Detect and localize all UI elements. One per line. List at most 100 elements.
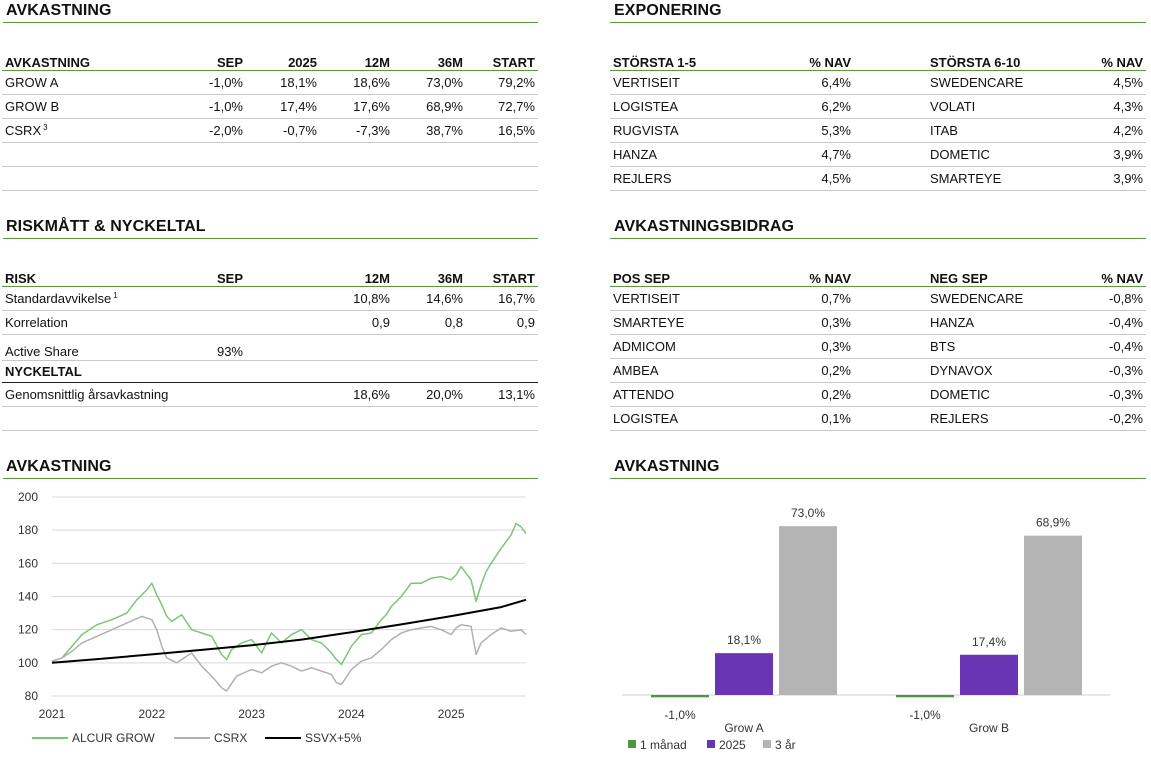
company-name: REJLERS bbox=[854, 406, 1024, 431]
cell-value: 93% bbox=[172, 334, 246, 361]
table-row: GROW A -1,0% 18,1% 18,6% 73,0% 79,2% bbox=[2, 70, 538, 95]
bar-data-label: 17,4% bbox=[972, 635, 1006, 649]
company-name: BTS bbox=[854, 334, 1024, 359]
contribution-header-nav: % NAV bbox=[770, 268, 854, 287]
cell-value bbox=[393, 334, 466, 361]
company-name: HANZA bbox=[854, 310, 1024, 335]
legend-label: 2025 bbox=[719, 738, 746, 752]
exposure-header-top10: STÖRSTA 6-10 bbox=[854, 52, 1024, 71]
legend-swatch bbox=[628, 740, 636, 748]
exposure-header-nav: % NAV bbox=[770, 52, 854, 71]
exposure-table: STÖRSTA 1-5 % NAV STÖRSTA 6-10 % NAV VER… bbox=[610, 52, 1146, 191]
nav-value: 5,3% bbox=[770, 118, 854, 143]
y-tick-label: 80 bbox=[25, 689, 39, 703]
cell-value: 73,0% bbox=[393, 70, 466, 95]
series-line-csrx bbox=[51, 615, 527, 692]
contribution-header-nav-2: % NAV bbox=[1024, 268, 1146, 287]
contribution-header-pos: POS SEP bbox=[610, 268, 770, 287]
nav-value: -0,4% bbox=[1024, 334, 1146, 359]
table-row: LOGISTEA 6,2% VOLATI 4,3% bbox=[610, 94, 1146, 119]
line-chart-title: AVKASTNING bbox=[6, 458, 112, 475]
cell-value: 20,0% bbox=[393, 382, 466, 407]
company-name: AMBEA bbox=[610, 358, 770, 383]
x-tick-label: 2021 bbox=[39, 707, 66, 721]
cell-value: 79,2% bbox=[466, 70, 538, 95]
y-tick-label: 180 bbox=[18, 523, 38, 537]
cell-value: 10,8% bbox=[246, 286, 393, 311]
cell-value: 18,6% bbox=[246, 382, 393, 407]
category-label: Grow B bbox=[969, 721, 1009, 735]
cell-value: 0,9 bbox=[466, 310, 538, 335]
contribution-table: POS SEP % NAV NEG SEP % NAV VERTISEIT 0,7… bbox=[610, 268, 1146, 431]
returns-header-12m: 12M bbox=[320, 52, 393, 71]
nav-value: 0,3% bbox=[770, 334, 854, 359]
table-row: RUGVISTA 5,3% ITAB 4,2% bbox=[610, 118, 1146, 143]
nav-value: 3,9% bbox=[1024, 142, 1146, 167]
bar-chart-title: AVKASTNING bbox=[614, 458, 720, 475]
risk-header-start: START bbox=[466, 268, 538, 287]
legend-label: ALCUR GROW bbox=[72, 731, 155, 745]
table-row: LOGISTEA 0,1% REJLERS -0,2% bbox=[610, 406, 1146, 431]
cell-value: 0,9 bbox=[246, 310, 393, 335]
cell-value: 18,6% bbox=[320, 70, 393, 95]
risk-table: RISK SEP 12M 36M START Standardavvikelse… bbox=[2, 268, 538, 431]
exposure-header-nav-2: % NAV bbox=[1024, 52, 1146, 71]
cell-value: 38,7% bbox=[393, 118, 466, 143]
table-row: VERTISEIT 6,4% SWEDENCARE 4,5% bbox=[610, 70, 1146, 95]
cell-value: 16,5% bbox=[466, 118, 538, 143]
cell-value bbox=[172, 310, 246, 335]
empty-row bbox=[2, 166, 538, 191]
cell-value: 13,1% bbox=[466, 382, 538, 407]
table-row: HANZA 4,7% DOMETIC 3,9% bbox=[610, 142, 1146, 167]
company-name: DYNAVOX bbox=[854, 358, 1024, 383]
bar-2025 bbox=[715, 653, 773, 695]
table-row: REJLERS 4,5% SMARTEYE 3,9% bbox=[610, 166, 1146, 191]
cell-value bbox=[172, 286, 246, 311]
key-figures-subheader: NYCKELTAL bbox=[2, 360, 538, 383]
bar-1-m-nad bbox=[651, 695, 709, 698]
line-chart-rule bbox=[3, 478, 538, 479]
nav-value: 0,2% bbox=[770, 382, 854, 407]
fund-name: GROW A bbox=[2, 70, 172, 95]
key-figures-subheader-label: NYCKELTAL bbox=[2, 360, 538, 383]
empty-row bbox=[2, 406, 538, 431]
fund-name-label: GROW A bbox=[5, 74, 59, 90]
cell-value: 18,1% bbox=[246, 70, 320, 95]
x-tick-label: 2023 bbox=[238, 707, 265, 721]
nav-value: 0,2% bbox=[770, 358, 854, 383]
series-line-ssvx-5- bbox=[51, 598, 527, 664]
nav-value: 4,5% bbox=[1024, 70, 1146, 95]
exposure-header-top5: STÖRSTA 1-5 bbox=[610, 52, 770, 71]
risk-section-title: RISKMÅTT & NYCKELTAL bbox=[6, 218, 206, 235]
table-row: Korrelation 0,9 0,8 0,9 bbox=[2, 310, 538, 335]
legend-label: SSVX+5% bbox=[305, 731, 362, 745]
bar-3-r bbox=[779, 526, 837, 695]
fund-name-label: CSRX bbox=[5, 122, 42, 138]
legend-swatch bbox=[707, 740, 715, 748]
cell-value: 0,8 bbox=[393, 310, 466, 335]
returns-table-header: AVKASTNING SEP 2025 12M 36M START bbox=[2, 52, 538, 71]
legend-label: 3 år bbox=[775, 738, 796, 752]
nav-value: -0,4% bbox=[1024, 310, 1146, 335]
returns-header-start: START bbox=[466, 52, 538, 71]
fund-name: CSRX 3 bbox=[2, 118, 172, 143]
company-name: HANZA bbox=[610, 142, 770, 167]
footnote-marker: 3 bbox=[43, 122, 48, 132]
cell-value: 72,7% bbox=[466, 94, 538, 119]
table-row: VERTISEIT 0,7% SWEDENCARE -0,8% bbox=[610, 286, 1146, 311]
footnote-marker: 1 bbox=[113, 290, 118, 300]
key-metric-name: Genomsnittlig årsavkastning bbox=[2, 382, 172, 407]
cell-value: -0,7% bbox=[246, 118, 320, 143]
series-line-alcur-grow bbox=[51, 522, 527, 666]
contribution-section-rule bbox=[610, 238, 1146, 239]
cell-value bbox=[466, 334, 538, 361]
cell-value: -2,0% bbox=[172, 118, 246, 143]
returns-header-2025: 2025 bbox=[246, 52, 320, 71]
contribution-table-header: POS SEP % NAV NEG SEP % NAV bbox=[610, 268, 1146, 287]
risk-metric-name: Active Share bbox=[2, 334, 172, 361]
x-tick-label: 2024 bbox=[338, 707, 365, 721]
company-name: DOMETIC bbox=[854, 382, 1024, 407]
nav-value: 6,4% bbox=[770, 70, 854, 95]
company-name: SWEDENCARE bbox=[854, 286, 1024, 311]
company-name: RUGVISTA bbox=[610, 118, 770, 143]
